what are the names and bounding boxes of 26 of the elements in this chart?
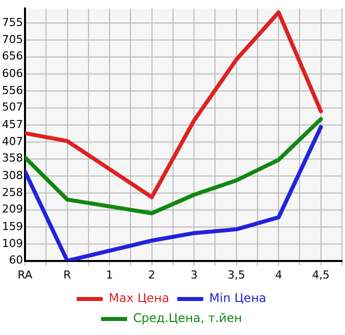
y-tick-label: 407 [2,134,23,148]
legend-label: Сред.Цена, т.йен [133,311,242,326]
y-tick-label: 109 [2,236,23,250]
y-tick-label: 209 [2,202,23,216]
y-tick-label: 308 [2,168,23,182]
y-tick-label: 606 [2,66,23,80]
x-tick-label: R [63,268,72,282]
x-tick-label: 1 [106,268,114,282]
y-tick-label: 258 [2,186,23,199]
y-tick-label: 556 [2,84,23,97]
y-tick-label: 159 [2,220,23,233]
y-tick-label: 507 [2,100,23,114]
legend-label: Max Цена [108,291,170,306]
y-tick-label: 705 [2,32,23,46]
x-tick-label: 3 [190,268,198,282]
x-tick-label: 3,5 [228,268,246,282]
y-tick-label: 457 [2,118,23,131]
x-tick-label: RA [18,268,33,282]
y-tick-label: 60 [8,254,23,267]
legend-label: Min Цена [209,291,266,306]
y-tick-label: 755 [2,16,23,29]
x-tick-label: 2 [148,268,156,282]
x-tick-label: 4 [275,268,282,282]
x-tick-label: 4,5 [312,268,330,282]
y-tick-label: 358 [2,152,23,165]
y-tick-label: 656 [2,50,23,63]
